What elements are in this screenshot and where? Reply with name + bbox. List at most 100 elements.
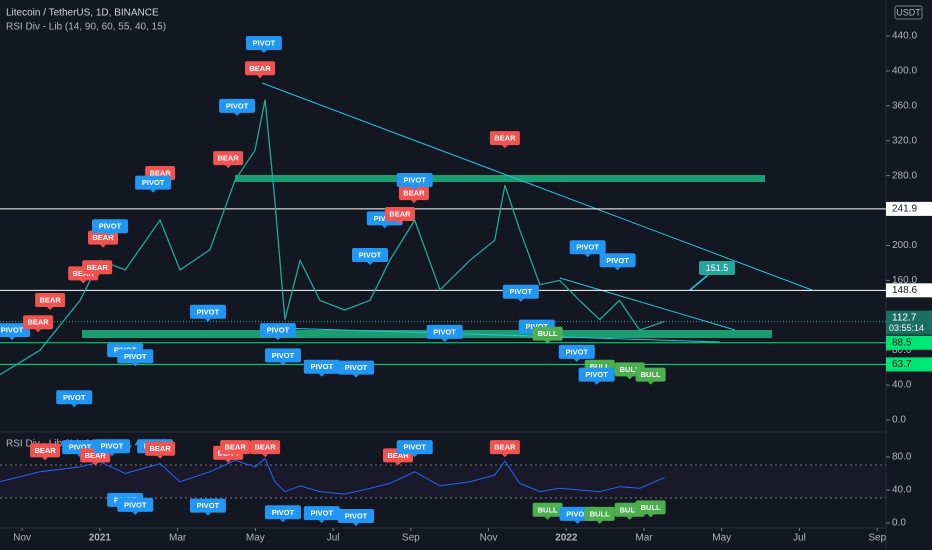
signal-marker xyxy=(396,440,433,455)
signal-label: PIVOT xyxy=(311,509,334,518)
signal-marker xyxy=(145,441,176,456)
marker-pointer xyxy=(279,519,286,523)
y-tick-label: 360.0 xyxy=(892,100,917,111)
signal-marker xyxy=(189,304,226,319)
marker-pointer xyxy=(411,187,418,190)
x-tick-label: Jul xyxy=(327,533,340,544)
y2-tick-label: 80.0 xyxy=(892,452,912,463)
marker-pointer xyxy=(501,145,508,149)
signal-label: PIVOT xyxy=(124,500,147,509)
signal-label: PIVOT xyxy=(510,287,533,296)
signal-label: BEAR xyxy=(40,295,62,304)
marker-pointer xyxy=(593,381,600,385)
marker-pointer xyxy=(225,165,232,169)
marker-pointer xyxy=(584,254,591,258)
signal-marker xyxy=(352,248,389,263)
signal-label: BEAR xyxy=(249,64,271,73)
signal-label: BULL xyxy=(538,329,558,338)
marker-pointer xyxy=(225,459,232,463)
marker-pointer xyxy=(94,274,101,278)
marker-pointer xyxy=(150,189,157,193)
marker-pointer xyxy=(647,381,654,385)
signal-marker xyxy=(532,502,563,517)
signal-label: PIVOT xyxy=(345,363,368,372)
marker-pointer xyxy=(367,262,374,266)
target-arrow xyxy=(689,274,709,291)
signal-marker xyxy=(23,315,54,330)
signal-marker xyxy=(584,506,615,521)
signal-marker xyxy=(0,323,31,338)
signal-label: BEAR xyxy=(85,451,107,460)
marker-pointer xyxy=(132,511,139,515)
signal-label: BULL xyxy=(641,503,661,512)
marker-pointer xyxy=(394,462,401,466)
signal-label: PIVOT xyxy=(403,443,426,452)
marker-pointer xyxy=(257,75,264,79)
signal-marker xyxy=(635,500,666,515)
x-tick-label: May xyxy=(246,533,265,544)
signal-marker xyxy=(599,253,636,268)
marker-pointer xyxy=(596,520,603,524)
signal-marker xyxy=(213,151,244,166)
signal-label: BULL xyxy=(590,362,610,371)
rsi-band xyxy=(0,466,886,498)
signal-label: PIVOT xyxy=(267,326,290,335)
marker-pointer xyxy=(204,512,211,516)
marker-pointer xyxy=(501,454,508,458)
signal-marker xyxy=(502,284,539,299)
signal-label: BEAR xyxy=(149,444,171,453)
marker-pointer xyxy=(318,373,325,377)
x-tick-label: May xyxy=(712,533,731,544)
y-tick-label: 440.0 xyxy=(892,31,917,42)
marker-pointer xyxy=(71,404,78,408)
y2-tick-label: 40.0 xyxy=(892,485,912,496)
signal-label: PIVOT xyxy=(142,178,165,187)
signal-label: BEAR xyxy=(254,443,276,452)
signal-label: PIVOT xyxy=(272,508,295,517)
signal-marker xyxy=(56,390,93,405)
signal-marker xyxy=(219,98,256,113)
marker-pointer xyxy=(396,221,403,225)
price-level-label: 241.9 xyxy=(892,204,917,215)
price-level-label: 88.5 xyxy=(892,337,912,348)
marker-pointer xyxy=(80,280,87,284)
signal-label: BEAR xyxy=(149,169,171,178)
countdown: 03:55:14 xyxy=(889,323,924,333)
x-tick-label: Sep xyxy=(402,533,420,544)
signal-marker xyxy=(338,508,375,523)
signal-label: PIVOT xyxy=(226,101,249,110)
currency-box xyxy=(894,5,923,20)
x-tick-label: Jul xyxy=(793,533,806,544)
marker-pointer xyxy=(42,457,49,461)
marker-pointer xyxy=(573,358,580,362)
marker-pointer xyxy=(234,112,241,116)
marker-pointer xyxy=(441,338,448,342)
y-tick-label: 320.0 xyxy=(892,135,917,146)
signal-marker xyxy=(635,367,666,382)
signal-marker xyxy=(264,348,301,363)
marker-pointer xyxy=(47,307,54,310)
signal-label: BEAR xyxy=(27,318,49,327)
signal-marker xyxy=(264,505,301,520)
signal-marker xyxy=(245,35,282,50)
signal-label: PIVOT xyxy=(606,256,629,265)
signal-label: BEAR xyxy=(218,154,240,163)
target-label: 151.5 xyxy=(706,263,729,273)
marker-pointer xyxy=(353,522,360,526)
signal-label: PIVOT xyxy=(311,362,334,371)
signal-marker xyxy=(489,131,520,146)
marker-pointer xyxy=(35,329,42,333)
signal-label: BULL xyxy=(590,509,610,518)
zone-upper xyxy=(235,175,765,182)
price-line xyxy=(0,99,665,376)
y-tick-label: 280.0 xyxy=(892,170,917,181)
signal-label: PIVOT xyxy=(1,326,24,335)
price-level-label: 148.6 xyxy=(892,285,917,296)
signal-marker xyxy=(35,293,66,307)
marker-pointer xyxy=(279,362,286,366)
signal-label: PIVOT xyxy=(359,251,382,260)
trendline xyxy=(279,327,721,343)
marker-pointer xyxy=(574,520,581,524)
marker-pointer xyxy=(274,337,281,341)
y-tick-label: 80.0 xyxy=(892,345,912,356)
